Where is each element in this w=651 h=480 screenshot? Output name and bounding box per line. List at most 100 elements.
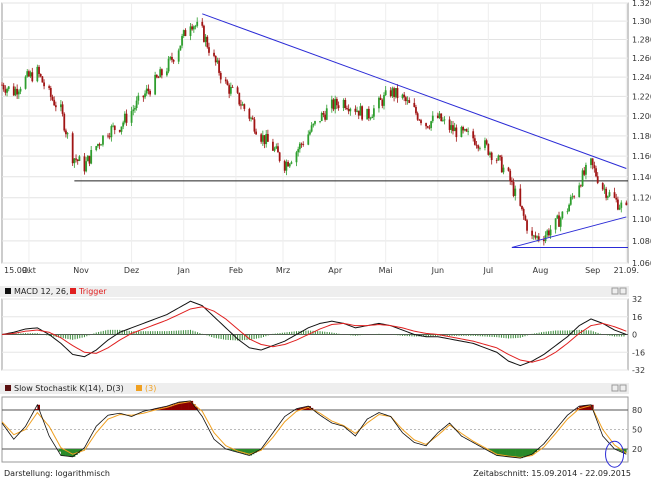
candle-body [31,72,34,82]
candle-body [206,36,209,48]
candle-body [118,130,121,132]
candle-body [361,106,364,120]
price-y-tick-label: 1.220 [632,92,651,101]
oversold-fill [506,449,509,457]
trendline-resistance [202,13,627,169]
stoch-header-bar [0,383,629,394]
candle-body [436,115,439,118]
price-y-tick-label: 1.200 [632,112,651,121]
trigger-line [1,306,627,363]
candle-body [526,220,528,231]
candle-body [275,146,278,149]
price-y-tick-label: 1.160 [632,152,651,161]
candle-body [134,108,136,110]
candle-body [213,52,215,56]
candle-body [166,71,168,76]
candle-body [208,47,210,53]
candle-body [171,56,173,60]
candle-body [330,99,333,109]
candle-body [579,185,582,187]
candle-body [391,88,394,97]
oversold-fill [503,449,507,457]
candle-body [534,235,537,238]
candle-body [66,133,69,135]
stoch-y-tick-label: 20 [632,445,642,454]
oversold-fill [619,449,622,452]
oversold-fill [532,449,535,455]
candle-body [97,143,99,147]
candle-body [349,108,352,112]
candle-body [578,185,581,197]
candle-body [273,148,276,151]
footer-display-mode: Darstellung: logarithmisch [4,469,110,478]
overbought-fill [588,405,592,410]
candle-body [250,117,252,119]
oversold-fill [496,449,500,456]
candle-body [290,162,293,164]
candle-body [367,108,370,119]
stoch-d-legend-swatch [136,385,142,391]
price-x-tick-label: Aug [533,266,549,275]
candle-body [155,74,158,78]
overbought-fill [152,409,156,410]
candle-body [241,104,244,106]
candle-body [441,120,444,122]
candle-body [59,104,62,108]
candle-body [448,119,451,130]
candle-body [401,94,404,99]
candle-body [204,36,207,42]
overbought-fill [298,408,302,410]
oversold-fill [244,449,248,455]
candle-body [88,155,91,164]
oversold-fill [72,449,76,457]
candle-body [425,123,427,127]
candle-body [26,71,29,77]
candle-body [78,156,81,161]
candle-body [583,170,586,175]
candle-body [314,121,316,124]
candle-body [536,236,539,238]
overbought-fill [166,406,170,410]
candle-body [65,130,67,135]
candle-body [61,104,64,114]
candle-body [510,181,513,182]
candle-body [605,188,608,198]
price-y-tick-label: 1.100 [632,215,651,224]
candle-body [218,60,220,73]
candle-body [17,91,20,95]
candle-body [125,113,128,123]
oversold-fill [499,449,502,456]
candle-body [135,100,138,109]
candle-body [231,86,234,88]
candle-body [120,126,123,132]
price-y-tick-label: 1.260 [632,54,651,63]
candle-body [413,102,416,107]
overbought-fill [171,404,175,410]
candle-body [524,215,527,221]
candle-body [500,156,503,173]
candle-body [618,207,621,210]
candle-body [546,230,549,236]
candle-body [418,119,421,121]
candle-body [16,88,19,95]
candle-body [265,134,268,145]
candle-body [569,196,572,205]
price-x-tick-label: Nov [73,266,89,275]
candle-body [453,127,456,132]
oversold-fill [70,449,73,457]
candle-body [463,129,466,131]
candle-body [502,167,505,173]
oversold-fill [249,449,253,456]
candle-body [142,95,145,98]
candle-body [201,21,204,26]
candle-body [226,81,229,86]
oversold-fill [517,449,521,458]
candle-body [300,143,303,145]
stoch-panel-close-icon [619,384,627,392]
candle-body [179,45,182,51]
candle-body [519,188,522,206]
candle-body [194,25,197,27]
price-x-tick-label: Jul [482,266,493,275]
candle-body [28,71,30,77]
